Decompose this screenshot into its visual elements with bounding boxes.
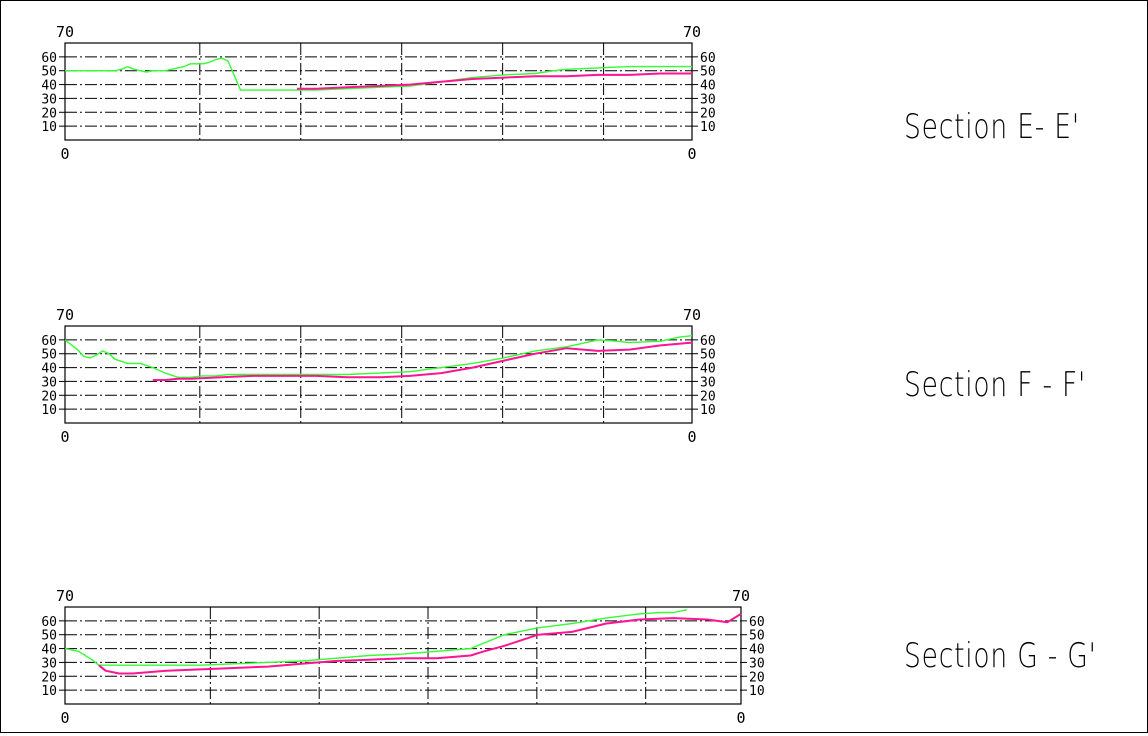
y-tick-label-left: 50 [41, 629, 57, 644]
y-tick-label-left: 40 [41, 643, 57, 658]
top-right-label: 70 [683, 306, 701, 324]
y-tick-label-left: 20 [41, 106, 57, 121]
y-tick-label-left: 40 [41, 79, 57, 94]
y-tick-label-right: 10 [700, 403, 716, 418]
y-tick-label-right: 50 [700, 348, 716, 363]
existing-ground-line [64, 609, 688, 666]
y-tick-label-right: 20 [700, 106, 716, 121]
y-tick-label-right: 20 [749, 670, 765, 685]
top-right-label: 70 [683, 23, 701, 41]
section-title-f: Section F - F' [904, 365, 1087, 405]
y-tick-label-right: 60 [700, 51, 716, 66]
y-tick-label-left: 30 [41, 375, 57, 390]
y-tick-label-left: 20 [41, 389, 57, 404]
y-tick-label-right: 50 [749, 629, 765, 644]
proposed-ground-line [98, 613, 742, 675]
top-left-label: 70 [56, 587, 74, 605]
x-right-label: 0 [687, 428, 696, 446]
y-tick-label-left: 60 [41, 334, 57, 349]
plot-frame [64, 325, 693, 424]
y-tick-label-left: 10 [41, 120, 57, 135]
x-left-label: 0 [60, 709, 69, 727]
existing-ground-line [64, 335, 693, 378]
plot-frame [64, 606, 742, 705]
y-tick-label-left: 20 [41, 670, 57, 685]
y-tick-label-right: 30 [700, 375, 716, 390]
x-left-label: 0 [60, 145, 69, 163]
y-tick-label-right: 40 [749, 643, 765, 658]
y-tick-label-left: 60 [41, 615, 57, 630]
existing-ground-line [65, 57, 692, 91]
section-title-e: Section E- E' [904, 107, 1080, 147]
y-tick-label-left: 60 [41, 51, 57, 66]
section-title-g: Section G - G' [904, 636, 1097, 676]
top-left-label: 70 [56, 23, 74, 41]
y-tick-label-right: 20 [700, 389, 716, 404]
proposed-ground-line [297, 72, 692, 90]
top-left-label: 70 [56, 306, 74, 324]
y-tick-label-left: 10 [41, 403, 57, 418]
y-tick-label-left: 50 [41, 348, 57, 363]
proposed-ground-line [152, 341, 693, 381]
y-tick-label-right: 10 [749, 684, 765, 699]
y-tick-label-right: 60 [700, 334, 716, 349]
y-tick-label-right: 30 [749, 656, 765, 671]
x-right-label: 0 [736, 709, 745, 727]
x-left-label: 0 [60, 428, 69, 446]
x-right-label: 0 [687, 145, 696, 163]
y-tick-label-right: 30 [700, 92, 716, 107]
y-tick-label-right: 60 [749, 615, 765, 630]
top-right-label: 70 [732, 587, 750, 605]
y-tick-label-left: 40 [41, 362, 57, 377]
y-tick-label-right: 50 [700, 65, 716, 80]
y-tick-label-left: 30 [41, 92, 57, 107]
y-tick-label-left: 30 [41, 656, 57, 671]
y-tick-label-right: 40 [700, 79, 716, 94]
plot-frame [64, 42, 693, 141]
y-tick-label-right: 40 [700, 362, 716, 377]
y-tick-label-left: 10 [41, 684, 57, 699]
y-tick-label-left: 50 [41, 65, 57, 80]
y-tick-label-right: 10 [700, 120, 716, 135]
